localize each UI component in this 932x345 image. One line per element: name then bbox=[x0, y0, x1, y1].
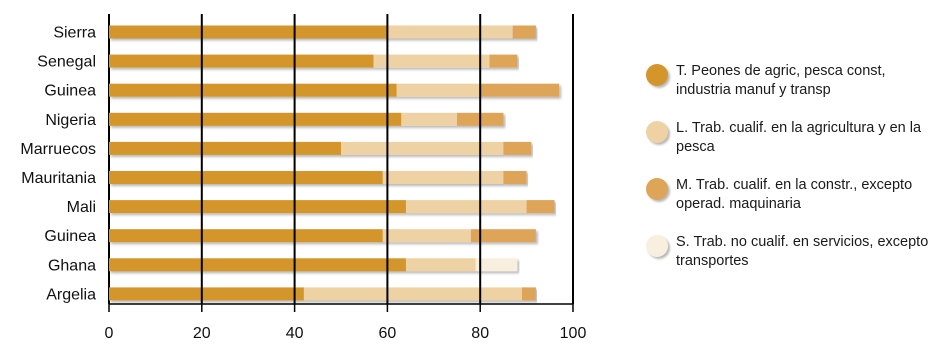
bar-1-8 bbox=[109, 229, 383, 243]
category-label: Marruecos bbox=[20, 141, 96, 158]
category-label: Mauritania bbox=[21, 170, 96, 187]
x-tick-label: 100 bbox=[560, 325, 587, 342]
bar-3-1 bbox=[512, 25, 536, 39]
category-label: Guinea bbox=[44, 228, 96, 245]
bar-2-4 bbox=[401, 112, 457, 126]
bar-1-9 bbox=[109, 258, 406, 272]
category-label: Argelia bbox=[46, 286, 96, 303]
bar-3-2 bbox=[489, 54, 518, 68]
bar-2-8 bbox=[382, 229, 471, 243]
bar-4-9 bbox=[475, 258, 518, 272]
legend-item: S. Trab. no cualif. en servicios, except… bbox=[646, 233, 932, 271]
bar-1-10 bbox=[109, 287, 304, 301]
bar-2-9 bbox=[405, 258, 476, 272]
legend-item: T. Peones de agric, pesca const, industr… bbox=[646, 62, 932, 100]
bar-2-6 bbox=[382, 171, 504, 184]
bar-3-7 bbox=[526, 200, 555, 214]
legend: T. Peones de agric, pesca const, industr… bbox=[646, 62, 932, 290]
bar-1-2 bbox=[109, 54, 374, 68]
bar-1-7 bbox=[109, 200, 406, 214]
bar-2-2 bbox=[373, 54, 490, 68]
legend-item: M. Trab. cualif. en la constr., excepto … bbox=[646, 176, 932, 214]
bar-1-5 bbox=[109, 141, 341, 155]
legend-item: L. Trab. cualif. en la agricultura y en … bbox=[646, 119, 932, 157]
legend-swatch bbox=[646, 235, 668, 257]
x-tick-label: 20 bbox=[193, 325, 211, 342]
bar-1-1 bbox=[109, 25, 388, 39]
bar-1-3 bbox=[109, 83, 397, 97]
bar-3-3 bbox=[480, 83, 560, 97]
category-label: Nigeria bbox=[45, 112, 96, 129]
category-label: Guinea bbox=[44, 83, 96, 100]
legend-swatch bbox=[646, 178, 668, 200]
bar-3-10 bbox=[521, 287, 536, 301]
legend-label: M. Trab. cualif. en la constr., excepto … bbox=[676, 177, 913, 212]
legend-label: S. Trab. no cualif. en servicios, except… bbox=[676, 234, 929, 269]
bar-2-7 bbox=[405, 200, 527, 214]
x-tick-label: 80 bbox=[471, 325, 489, 342]
category-label: Mali bbox=[67, 199, 96, 216]
category-label: Sierra bbox=[53, 25, 96, 42]
stacked-bar-chart: Sierra Senegal Guinea Nigeria Marruecos Mauri… bbox=[20, 14, 587, 342]
bar-3-5 bbox=[503, 141, 532, 155]
legend-label: T. Peones de agric, pesca const, industr… bbox=[676, 63, 886, 98]
bar-2-1 bbox=[387, 25, 513, 39]
category-label: Senegal bbox=[37, 54, 96, 71]
legend-label: L. Trab. cualif. en la agricultura y en … bbox=[676, 120, 922, 155]
bar-3-8 bbox=[470, 229, 536, 243]
x-tick-label: 0 bbox=[105, 325, 114, 342]
legend-swatch bbox=[646, 64, 668, 86]
category-label: Ghana bbox=[48, 257, 96, 274]
x-tick-label: 60 bbox=[379, 325, 397, 342]
bar-2-3 bbox=[396, 83, 481, 97]
legend-swatch bbox=[646, 121, 668, 143]
x-tick-label: 40 bbox=[286, 325, 304, 342]
bar-1-6 bbox=[109, 171, 383, 184]
bar-2-10 bbox=[303, 287, 522, 301]
bar-3-6 bbox=[503, 171, 527, 184]
bar-1-4 bbox=[109, 112, 402, 126]
bar-2-5 bbox=[341, 141, 504, 155]
